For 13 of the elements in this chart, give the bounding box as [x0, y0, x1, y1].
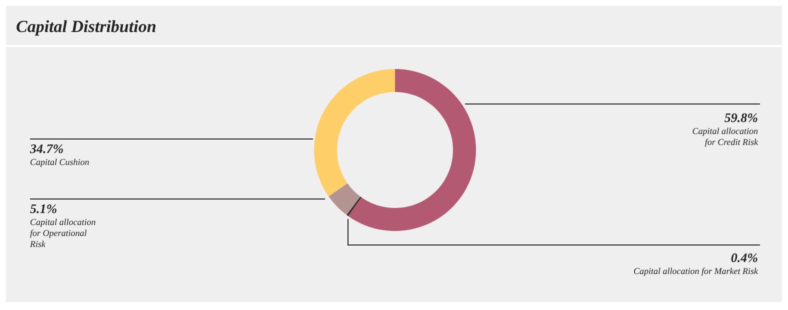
slice-label: Capital Cushion — [30, 157, 90, 167]
donut-slice — [328, 183, 360, 215]
data-label: 5.1% — [30, 201, 58, 216]
slice-label: Capital allocation for Credit Risk — [692, 126, 759, 147]
slice-label: Capital allocation for Operational Risk — [29, 217, 96, 249]
data-label: 34.7% — [29, 141, 64, 156]
donut-slice — [346, 196, 362, 216]
chart-title: Capital Distribution — [16, 17, 156, 37]
slice-label: Capital allocation for Market Risk — [634, 266, 759, 276]
data-label: 59.8% — [724, 110, 758, 125]
donut-slice — [348, 69, 476, 231]
data-label: 0.4% — [730, 250, 758, 265]
donut-slice — [314, 69, 395, 196]
